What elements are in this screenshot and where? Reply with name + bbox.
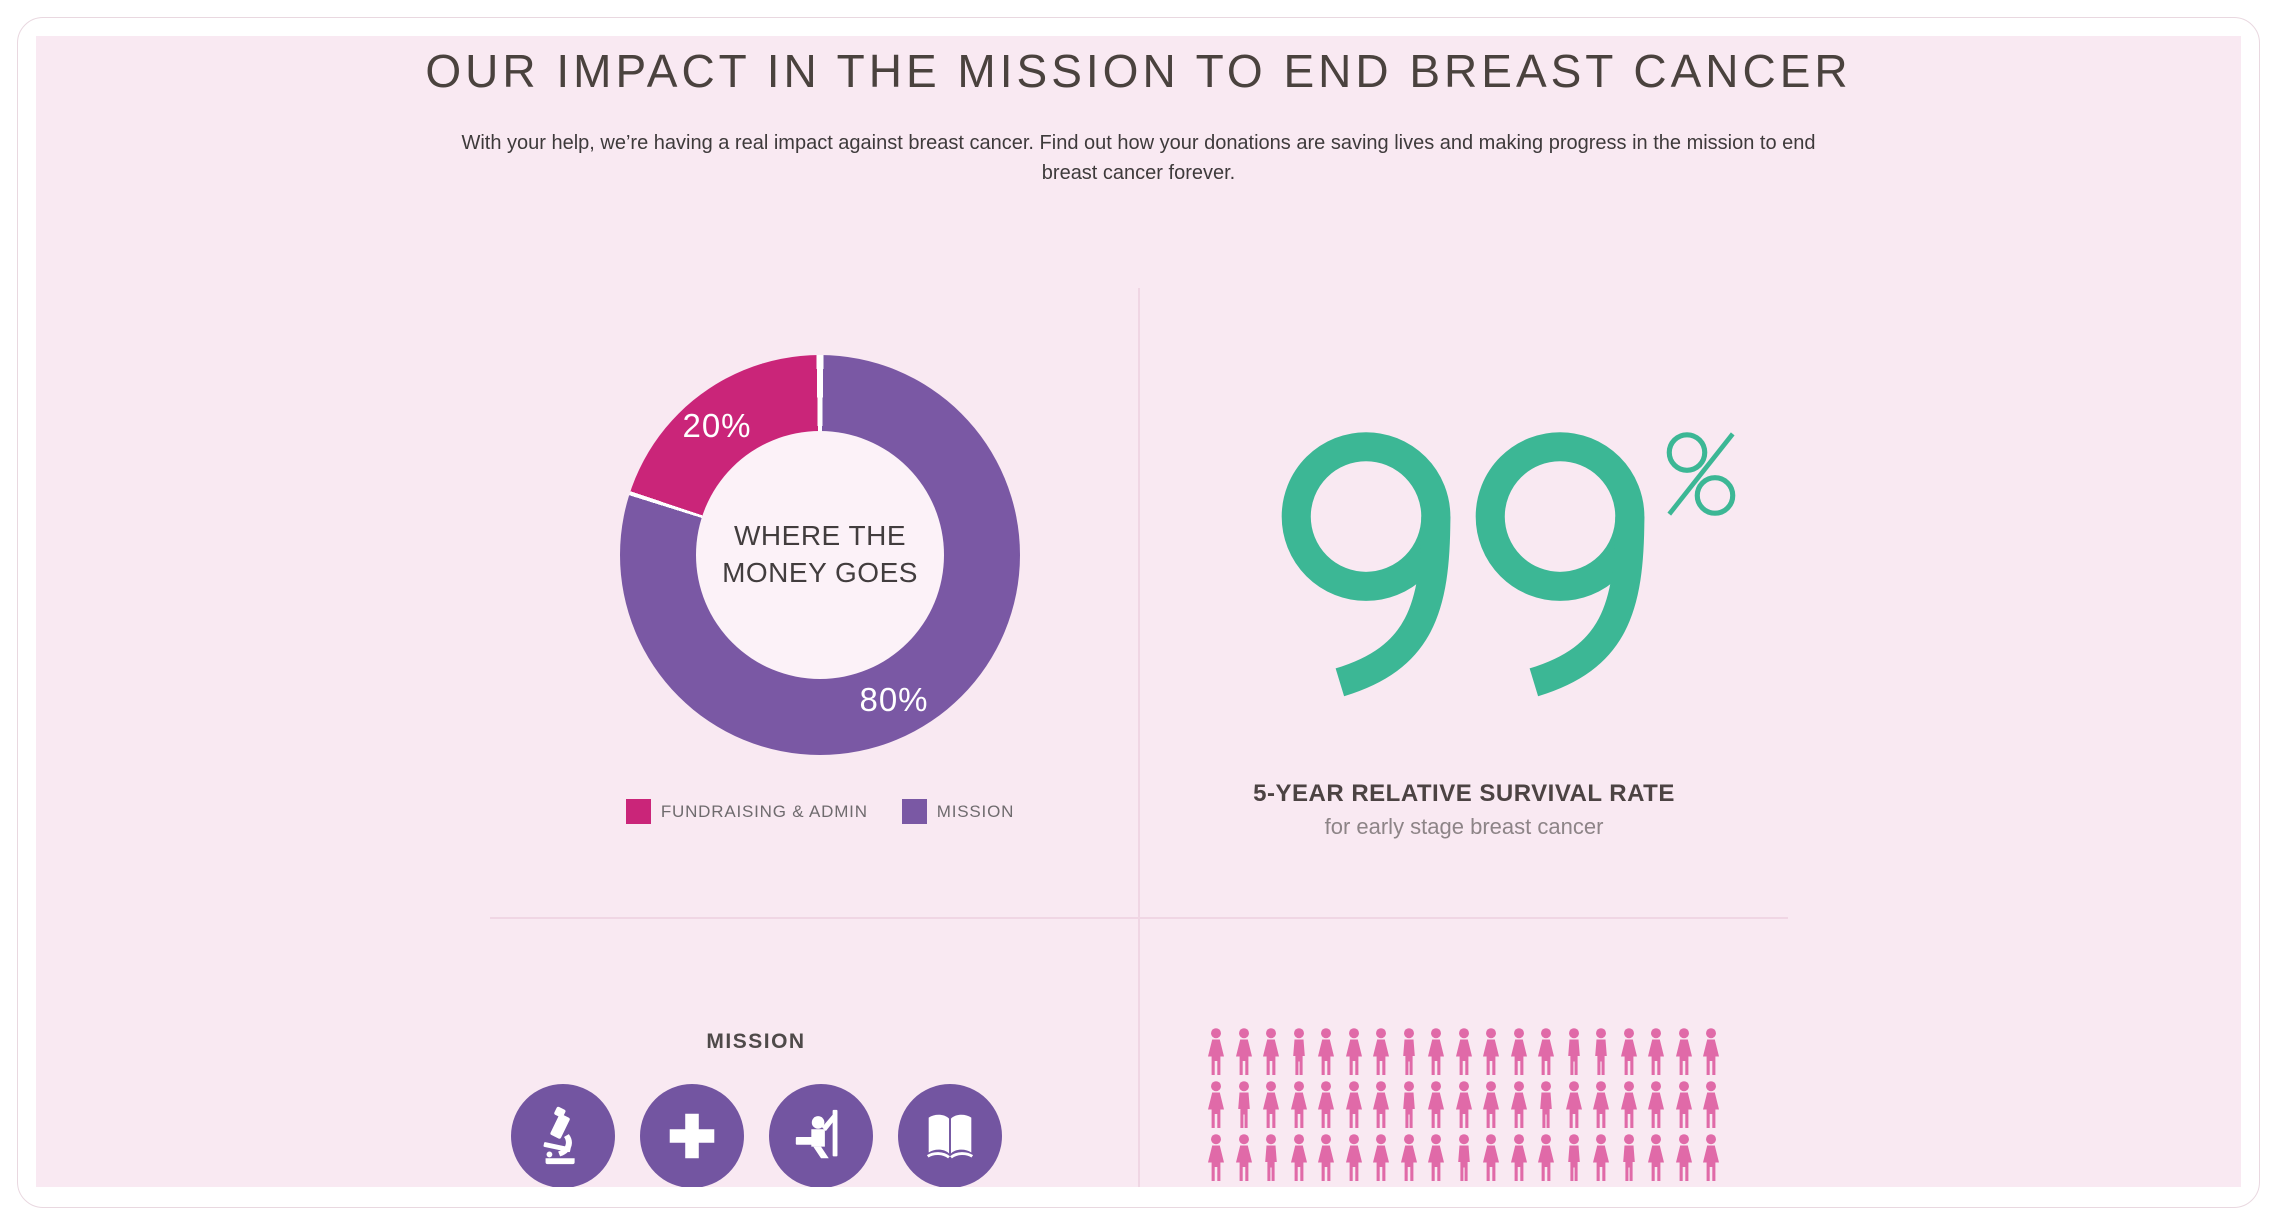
legend-swatch-fundraising-admin xyxy=(625,799,651,824)
female-person-icon xyxy=(1400,1134,1417,1181)
legend-item-mission: MISSION xyxy=(901,799,1015,824)
female-person-icon xyxy=(1235,1028,1252,1075)
legend-label-mission: MISSION xyxy=(936,801,1015,821)
female-person-icon xyxy=(1345,1081,1362,1128)
medical-cross-icon xyxy=(669,1113,714,1159)
mission-circle-open-book xyxy=(897,1084,1002,1187)
female-person-icon xyxy=(1428,1081,1444,1128)
page-subtitle: With your help, we’re having a real impa… xyxy=(461,132,1816,184)
mission-circle-medical-cross xyxy=(639,1084,744,1187)
female-person-icon xyxy=(1510,1028,1527,1075)
female-person-icon xyxy=(1620,1028,1637,1075)
donut-label-fundraising: 20% xyxy=(682,407,752,444)
stat-value xyxy=(1272,430,1736,702)
female-person-icon xyxy=(1318,1134,1334,1181)
male-person-icon xyxy=(1402,1081,1415,1128)
people-pictograph xyxy=(1205,1028,1722,1181)
survival-rate-stat: 5-YEAR RELATIVE SURVIVAL RATE for early … xyxy=(1139,36,1789,917)
female-person-icon xyxy=(1703,1081,1719,1128)
male-person-icon xyxy=(1402,1028,1415,1075)
female-person-icon xyxy=(1455,1081,1472,1128)
male-person-icon xyxy=(1540,1081,1552,1128)
male-person-icon xyxy=(1595,1028,1607,1075)
female-person-icon xyxy=(1373,1081,1389,1128)
male-person-icon xyxy=(1457,1134,1470,1181)
donut-label-mission: 80% xyxy=(859,681,929,718)
female-person-icon xyxy=(1428,1134,1444,1181)
male-person-icon xyxy=(1292,1028,1305,1075)
donut-hole: WHERE THE MONEY GOES xyxy=(696,431,944,679)
impact-panel: OUR IMPACT IN THE MISSION TO END BREAST … xyxy=(36,36,2241,1187)
female-person-icon xyxy=(1235,1134,1252,1181)
donut-legend: FUNDRAISING & ADMIN MISSION xyxy=(570,799,1070,824)
female-person-icon xyxy=(1483,1028,1499,1075)
female-person-icon xyxy=(1208,1134,1224,1181)
legend-label-fundraising-admin: FUNDRAISING & ADMIN xyxy=(660,801,868,821)
mission-circle-classroom xyxy=(768,1084,873,1187)
people-row xyxy=(1205,1028,1722,1075)
female-person-icon xyxy=(1345,1134,1362,1181)
female-person-icon xyxy=(1703,1028,1719,1075)
female-person-icon xyxy=(1263,1081,1279,1128)
female-person-icon xyxy=(1263,1028,1279,1075)
people-row xyxy=(1205,1134,1722,1181)
percent-sign-icon xyxy=(1666,432,1736,516)
female-person-icon xyxy=(1318,1028,1334,1075)
female-person-icon xyxy=(1373,1028,1389,1075)
female-person-icon xyxy=(1675,1081,1692,1128)
female-person-icon xyxy=(1510,1134,1527,1181)
female-person-icon xyxy=(1483,1134,1499,1181)
mission-section: MISSION xyxy=(456,1030,1056,1187)
stat-digit-9 xyxy=(1281,432,1451,697)
open-book-icon xyxy=(926,1114,973,1159)
male-person-icon xyxy=(1265,1134,1277,1181)
mission-circle-microscope xyxy=(510,1084,615,1187)
male-person-icon xyxy=(1567,1028,1580,1075)
divider-horizontal xyxy=(490,917,1788,919)
female-person-icon xyxy=(1345,1028,1362,1075)
female-person-icon xyxy=(1593,1134,1609,1181)
page-title: OUR IMPACT IN THE MISSION TO END BREAST … xyxy=(425,45,1852,97)
female-person-icon xyxy=(1318,1081,1334,1128)
stat-label: 5-YEAR RELATIVE SURVIVAL RATE xyxy=(1253,780,1675,807)
donut-title: WHERE THE MONEY GOES xyxy=(722,520,918,588)
female-person-icon xyxy=(1290,1134,1307,1181)
female-person-icon xyxy=(1593,1081,1609,1128)
impact-card: OUR IMPACT IN THE MISSION TO END BREAST … xyxy=(17,17,2260,1208)
microscope-icon xyxy=(542,1106,575,1165)
female-person-icon xyxy=(1538,1134,1554,1181)
legend-swatch-mission xyxy=(901,799,927,824)
female-person-icon xyxy=(1675,1134,1692,1181)
classroom-icon xyxy=(795,1109,837,1159)
female-person-icon xyxy=(1428,1028,1444,1075)
legend-item-fundraising-admin: FUNDRAISING & ADMIN xyxy=(625,799,868,824)
male-person-icon xyxy=(1567,1134,1580,1181)
female-person-icon xyxy=(1373,1134,1389,1181)
female-person-icon xyxy=(1483,1081,1499,1128)
female-person-icon xyxy=(1290,1081,1307,1128)
divider-vertical xyxy=(1138,288,1140,1187)
female-person-icon xyxy=(1648,1028,1664,1075)
female-person-icon xyxy=(1208,1028,1224,1075)
female-person-icon xyxy=(1648,1134,1664,1181)
female-person-icon xyxy=(1455,1028,1472,1075)
female-person-icon xyxy=(1703,1134,1719,1181)
mission-icon-row xyxy=(456,1084,1056,1187)
where-money-goes-donut-chart: 20% 80% WHERE THE MONEY GOES xyxy=(620,355,1020,755)
mission-heading: MISSION xyxy=(706,1030,806,1053)
stat-digit-9 xyxy=(1475,432,1645,697)
people-row xyxy=(1205,1081,1722,1128)
female-person-icon xyxy=(1208,1081,1224,1128)
female-person-icon xyxy=(1620,1081,1637,1128)
female-person-icon xyxy=(1675,1028,1692,1075)
male-person-icon xyxy=(1237,1081,1250,1128)
stat-sublabel: for early stage breast cancer xyxy=(1324,814,1604,839)
female-person-icon xyxy=(1510,1081,1527,1128)
female-person-icon xyxy=(1538,1028,1554,1075)
female-person-icon xyxy=(1565,1081,1582,1128)
male-person-icon xyxy=(1622,1134,1635,1181)
female-person-icon xyxy=(1648,1081,1664,1128)
